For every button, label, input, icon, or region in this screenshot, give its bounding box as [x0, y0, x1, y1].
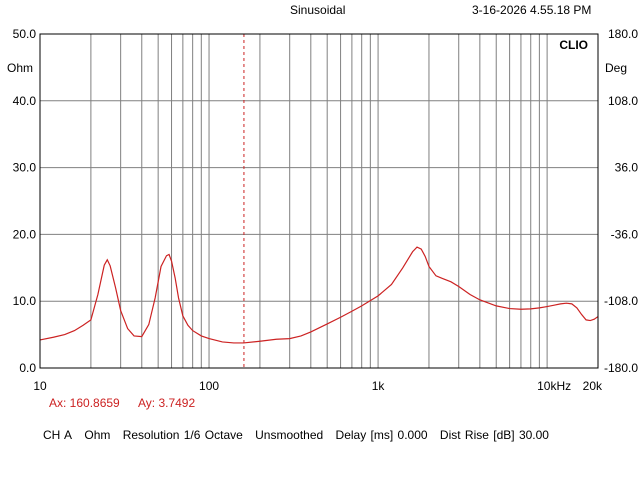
- smoothing-label[interactable]: Unsmoothed: [255, 428, 324, 442]
- y2-tick-label: 180.0: [608, 27, 638, 41]
- y-tick-label: 10.0: [13, 294, 37, 308]
- impedance-trace: [39, 246, 599, 344]
- right-axis-unit: Deg: [605, 61, 627, 75]
- dist-rise-label[interactable]: Dist Rise [dB] 30.00: [439, 428, 549, 442]
- plot-area: [40, 34, 598, 368]
- resolution-label[interactable]: Resolution 1/6 Octave: [122, 428, 243, 442]
- cursor-ay-readout: Ay: 3.7492: [138, 396, 196, 410]
- right-axis-ticks: -180.0 -108.0 -36.0 36.0 108.0 180.0: [604, 27, 638, 375]
- x-tick-label: 100: [199, 379, 219, 393]
- y2-tick-label: -180.0: [604, 361, 638, 375]
- impedance-chart: 0.0 10.0 20.0 30.0 40.0 50.0 -180.0 -108.0 -36.…: [7, 27, 638, 393]
- y-tick-label: 30.0: [13, 161, 37, 175]
- y2-tick-label: -108.0: [604, 294, 638, 308]
- unit-label[interactable]: Ohm: [84, 428, 111, 442]
- x-tick-label: 10: [33, 379, 47, 393]
- x-tick-label: 1k: [372, 379, 386, 393]
- grid-lines: [40, 34, 598, 368]
- x-tick-label: 20k: [583, 379, 603, 393]
- y-tick-label: 40.0: [13, 94, 37, 108]
- cursor-ax-readout: Ax: 160.8659: [49, 396, 120, 410]
- x-tick-label: 10kHz: [537, 379, 571, 393]
- left-axis-unit: Ohm: [7, 61, 33, 75]
- y2-tick-label: 36.0: [615, 161, 639, 175]
- y2-tick-label: 108.0: [608, 94, 638, 108]
- channel-label[interactable]: CH A: [43, 428, 73, 442]
- x-axis-ticks: 10 100 1k 10kHz 20k: [33, 379, 603, 393]
- left-axis-ticks: 0.0 10.0 20.0 30.0 40.0 50.0: [13, 27, 37, 375]
- plot-frame: [39, 33, 599, 369]
- delay-label[interactable]: Delay [ms] 0.000: [335, 428, 428, 442]
- measurement-mode-label: Sinusoidal: [290, 3, 346, 17]
- y2-tick-label: -36.0: [611, 227, 639, 241]
- status-bar: CH A Ohm Resolution 1/6 Octave Unsmoothe…: [43, 428, 557, 442]
- y-tick-label: 50.0: [13, 27, 37, 41]
- timestamp-label: 3-16-2026 4.55.18 PM: [472, 3, 592, 17]
- y-tick-label: 0.0: [19, 361, 36, 375]
- y-tick-label: 20.0: [13, 227, 37, 241]
- clio-brand-label: CLIO: [559, 38, 588, 52]
